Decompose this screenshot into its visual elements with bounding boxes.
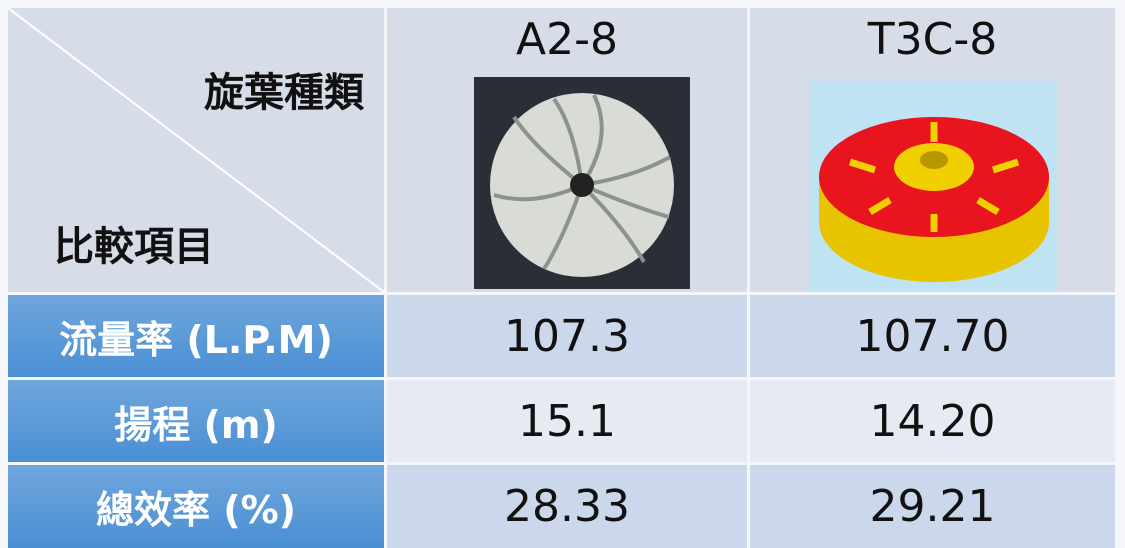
- corner-cell: 旋葉種類 比較項目: [8, 8, 384, 292]
- column-title: A2-8: [516, 14, 618, 65]
- row-label: 流量率 (L.P.M): [8, 295, 384, 377]
- row-label: 揚程 (m): [8, 380, 384, 462]
- column-title: T3C-8: [867, 14, 998, 65]
- value-cell: 14.20: [750, 380, 1115, 462]
- diagonal: [8, 8, 384, 292]
- value-cell: 15.1: [387, 380, 747, 462]
- value-cell: 107.3: [387, 295, 747, 377]
- corner-bottom: 比較項目: [54, 224, 214, 270]
- impeller-photo: [474, 77, 690, 289]
- column-header: A2-8: [387, 8, 747, 292]
- corner-top: 旋葉種類: [204, 70, 364, 116]
- value-cell: 107.70: [750, 295, 1115, 377]
- row-label: 總效率 (%): [8, 465, 384, 548]
- column-header: T3C-8: [750, 8, 1115, 292]
- impeller-render: [810, 82, 1058, 292]
- value-cell: 28.33: [387, 465, 747, 548]
- value-cell: 29.21: [750, 465, 1115, 548]
